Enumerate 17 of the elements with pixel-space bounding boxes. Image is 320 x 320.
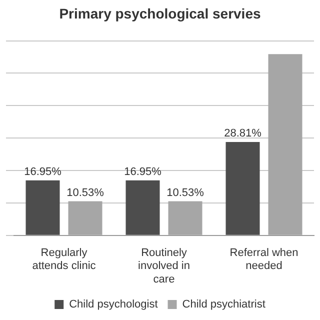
x-tick-label: Regularly attends clinic: [32, 247, 96, 272]
bar: [26, 180, 60, 235]
x-tick-label: Routinely involved in care: [138, 247, 190, 286]
bar: [168, 201, 202, 235]
data-label: 16.95%: [124, 166, 162, 178]
bar: [226, 142, 260, 235]
data-label: 10.53%: [166, 186, 204, 199]
legend-label: Child psychiatrist: [182, 298, 266, 311]
bar: [126, 180, 160, 235]
bar: [268, 54, 302, 235]
chart-title: Primary psychological servies: [59, 5, 261, 22]
bar: [68, 201, 102, 235]
data-label: 10.53%: [66, 186, 104, 199]
data-label: 16.95%: [24, 166, 62, 178]
legend-label: Child psychologist: [69, 298, 158, 311]
x-tick-label: Referral when needed: [230, 247, 298, 272]
data-label: 28.81%: [224, 127, 262, 140]
